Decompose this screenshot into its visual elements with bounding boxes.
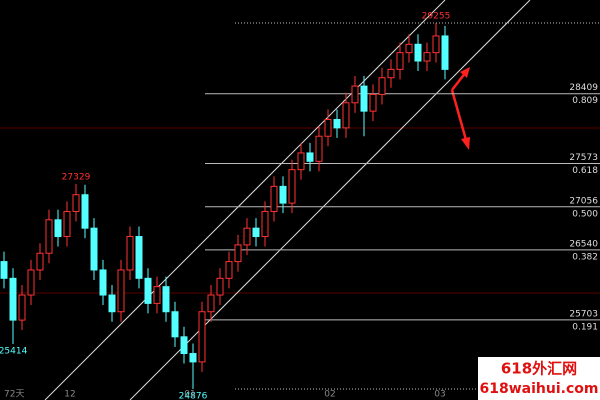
fib-ratio: 0.618 [572,166,598,176]
candle-body [225,261,233,279]
extreme-label: 25414 [0,347,28,357]
candle-body [171,311,179,338]
x-axis-label: 01 [184,390,195,400]
candle-body [144,277,152,304]
channel-line [44,0,446,400]
candle-body [279,185,287,204]
watermark: 618外汇网 618waihui.com [478,357,600,400]
candle-body [0,261,8,279]
candle-body [126,236,134,271]
candle-body [288,169,296,204]
fib-price: 25703 [569,309,598,319]
fib-ratio: 0.191 [572,322,598,332]
fib-ratio: 0.809 [572,96,598,106]
candle-body [315,135,323,162]
candle-body [387,68,395,79]
candle-body [108,294,116,313]
extreme-label: 24876 [179,391,208,400]
candle-body [153,286,161,304]
candle-body [243,227,251,246]
candle-body [9,277,17,321]
candle-body [216,277,224,296]
candle-body [180,336,188,355]
candle-body [207,294,215,313]
fib-ratio: 0.382 [572,252,598,262]
candle-body [414,43,422,62]
candle-body [27,269,35,296]
x-axis-label: 12 [64,390,75,400]
fib-price: 28409 [569,83,598,93]
candle-body [252,227,260,238]
candle-body [405,43,413,54]
extreme-label: 27329 [62,172,91,182]
candle-body [90,227,98,271]
candle-body [63,210,71,238]
candle-body [234,244,242,263]
x-axis-label: 02 [324,390,335,400]
candle-body [18,294,26,321]
candle-body [54,219,62,238]
candle-body [189,353,197,363]
candle-body [432,35,440,54]
fib-price: 27573 [569,153,598,163]
candle-body [135,236,143,279]
candle-body [396,52,404,70]
candle-body [162,286,170,313]
watermark-name: 618外汇网 [501,360,577,378]
candle-body [198,311,206,363]
candle-body [333,119,341,129]
candle-body [306,152,314,162]
candle-body [369,93,377,112]
candle-body [324,119,332,137]
fib-price: 27056 [569,196,598,206]
candle-body [261,210,269,238]
candle-body [45,219,53,254]
candle-body [117,269,125,313]
candle-body [99,269,107,296]
fib-ratio: 0.500 [572,209,598,219]
candle-body [441,35,449,70]
fib-price: 26540 [569,239,598,249]
candle-body [72,194,80,212]
candle-body [36,252,44,271]
x-axis-label: 03 [434,390,445,400]
x-axis-label: 72天 [4,390,24,400]
candle-body [360,85,368,112]
extreme-label: 29255 [422,11,451,21]
arrows [450,67,470,150]
candle-body [378,77,386,95]
candle-body [297,152,305,171]
watermark-url: 618waihui.com [480,381,599,397]
candle-body [270,185,278,212]
channel-line [129,0,531,400]
candle-body [423,52,431,62]
candle-body [81,194,89,229]
candle-body [342,102,350,129]
candle-body [351,85,359,104]
